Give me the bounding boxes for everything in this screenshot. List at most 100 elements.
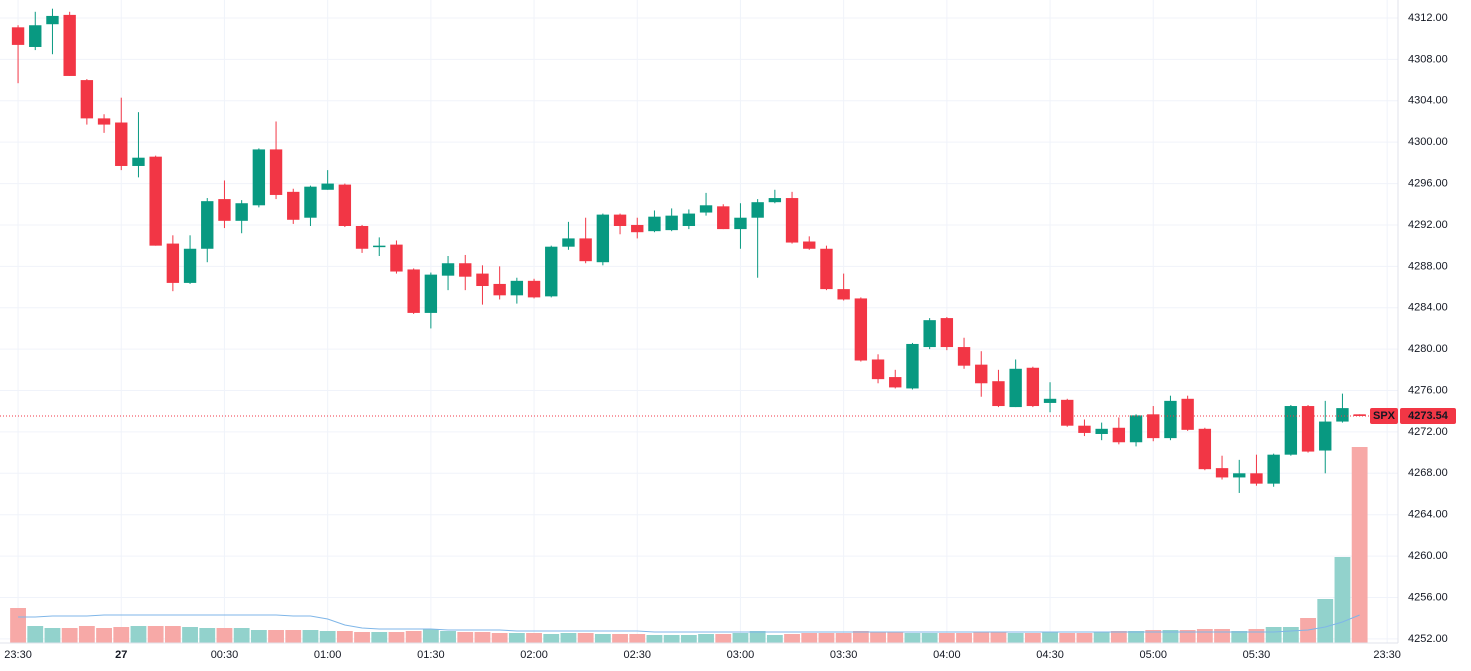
volume-bar: [663, 635, 680, 643]
candle-body: [992, 381, 1005, 407]
candle-body: [613, 214, 627, 226]
volume-bar: [354, 632, 370, 643]
volume-bar: [285, 630, 302, 643]
candle-body: [63, 14, 76, 76]
candle-body: [1112, 427, 1126, 443]
volume-bar: [612, 634, 628, 643]
candle-body: [648, 216, 661, 232]
volume-ma-line: [18, 614, 1360, 633]
candle-body: [579, 238, 592, 262]
volume-bar: [526, 633, 542, 643]
volume-bar: [199, 628, 216, 643]
x-tick-label: 23:30: [1373, 649, 1401, 661]
y-tick-label: 4292.00: [1408, 219, 1448, 231]
volume-bar: [870, 632, 886, 643]
plot: [0, 8, 1398, 493]
volume-bar: [78, 626, 95, 643]
candle-body: [390, 244, 403, 272]
volume-bar: [1042, 632, 1058, 643]
y-tick-label: 4276.00: [1408, 384, 1448, 396]
candle-body: [424, 274, 438, 313]
x-tick-label: 23:30: [4, 649, 32, 661]
candle-body: [459, 263, 472, 277]
candle-body: [80, 80, 94, 119]
candle-body: [940, 318, 954, 348]
volume-bar: [1317, 599, 1334, 643]
candle-body: [1215, 468, 1229, 478]
volume-bar: [250, 630, 267, 643]
candle-body: [1250, 473, 1263, 484]
volume-bar: [457, 632, 474, 643]
y-tick-label: 4264.00: [1408, 509, 1448, 521]
candle-body: [373, 245, 386, 248]
volume-bar: [1282, 627, 1299, 643]
candle-body: [1078, 425, 1091, 433]
candle-body: [734, 217, 747, 230]
volume-bar: [1231, 631, 1248, 643]
y-tick-label: 4272.00: [1408, 426, 1448, 438]
x-tick-label: 27: [115, 649, 127, 661]
y-tick-label: 4260.00: [1408, 550, 1448, 562]
volume-bar: [852, 631, 869, 643]
volume-bar: [1351, 447, 1368, 643]
volume-bar: [921, 633, 938, 643]
y-tick-label: 4256.00: [1408, 591, 1448, 603]
volume-bar: [732, 633, 749, 643]
candle-body: [304, 186, 317, 218]
candle-body: [820, 248, 833, 290]
volume-bar: [61, 628, 78, 643]
volume-bar: [1214, 629, 1230, 643]
volume-bar: [474, 632, 491, 643]
x-tick-label: 01:00: [314, 649, 342, 661]
candle-body: [1198, 428, 1212, 470]
x-tick-label: 03:00: [727, 649, 755, 661]
price-axis: [1398, 0, 1471, 671]
candle-body: [355, 225, 369, 249]
volume-bar: [1162, 630, 1179, 643]
volume-bar: [715, 634, 732, 643]
y-tick-label: 4284.00: [1408, 302, 1448, 314]
volume-bar: [1076, 633, 1093, 643]
volume-bar: [491, 633, 508, 643]
volume-bar: [1007, 633, 1024, 643]
volume-bar: [680, 635, 697, 643]
candle-body: [183, 248, 197, 283]
candle-body: [1061, 399, 1074, 426]
x-tick-label: 02:30: [623, 649, 651, 661]
last-price-box: [1400, 407, 1456, 424]
y-tick-label: 4304.00: [1408, 95, 1448, 107]
volume-bar: [44, 628, 61, 643]
candle-body: [321, 183, 334, 190]
volume-bar: [1128, 631, 1144, 643]
volume-bar: [594, 634, 611, 643]
candle-body: [132, 157, 145, 166]
volume-bar: [319, 631, 336, 643]
grid: [0, 0, 1398, 643]
y-tick-label: 4300.00: [1408, 136, 1448, 148]
candle-body: [1129, 415, 1143, 443]
volume-bar: [646, 635, 663, 643]
volume-bar: [887, 632, 904, 643]
volume-bar: [818, 633, 835, 643]
axes: 4252.00 4256.00 4260.00 4264.00 4268.00 4272.…: [4, 12, 1456, 661]
x-tick-label: 04:00: [933, 649, 961, 661]
volume-bar: [27, 626, 44, 643]
volume-bar: [766, 635, 783, 643]
candle-body: [717, 206, 730, 230]
candle-body: [149, 156, 162, 246]
volume-bar: [904, 633, 921, 643]
candle-body: [269, 149, 283, 195]
y-tick-label: 4308.00: [1408, 53, 1448, 65]
candle-body: [1301, 406, 1315, 452]
candle-body: [1267, 454, 1280, 484]
candle-body: [596, 214, 610, 263]
volume-bar: [440, 631, 456, 643]
candle-body: [1353, 414, 1366, 416]
volume-bar: [629, 634, 646, 643]
candle-body: [287, 191, 300, 220]
volume-bar: [422, 629, 439, 643]
candle-body: [1319, 421, 1332, 451]
